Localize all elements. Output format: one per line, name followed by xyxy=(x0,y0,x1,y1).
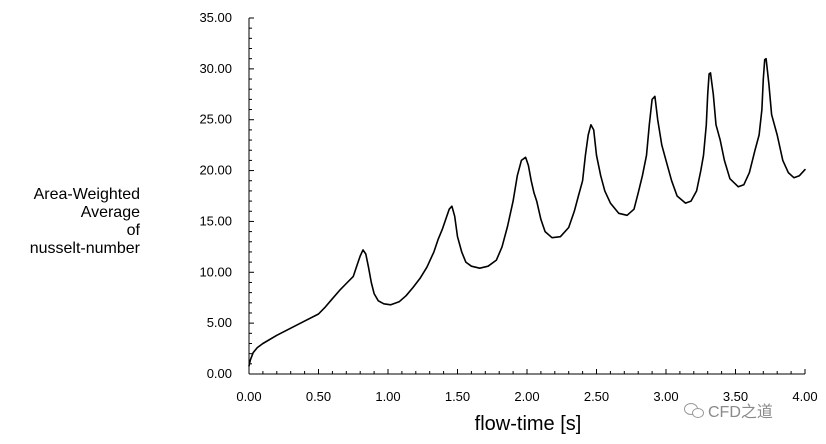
y-axis-label-line: nusselt-number xyxy=(29,240,140,257)
axes xyxy=(248,18,805,375)
y-tick-label: 20.00 xyxy=(199,163,232,178)
x-tick-label: 3.50 xyxy=(723,389,748,404)
y-axis-label: Area-Weighted Average of nusselt-number xyxy=(8,186,140,258)
watermark: CFD之道 xyxy=(684,398,773,422)
y-ticks: 0.00 5.00 10.00 15.00 20.00 25.00 30.00 35.00 xyxy=(199,10,254,381)
watermark-text: CFD之道 xyxy=(708,404,773,421)
y-tick-label: 30.00 xyxy=(199,61,232,76)
series-line xyxy=(248,57,806,367)
series-lines xyxy=(248,57,806,367)
x-tick-label: 1.50 xyxy=(445,389,470,404)
y-tick-label: 15.00 xyxy=(199,213,232,228)
x-axis-label: flow-time [s] xyxy=(475,413,582,435)
x-tick-label: 0.00 xyxy=(236,389,261,404)
x-tick-label: 4.00 xyxy=(792,389,817,404)
y-tick-label: 5.00 xyxy=(207,315,232,330)
x-tick-label: 2.00 xyxy=(514,389,539,404)
x-tick-label: 0.50 xyxy=(306,389,331,404)
x-tick-label: 2.50 xyxy=(584,389,609,404)
x-ticks: 0.00 0.50 1.00 1.50 2.00 2.50 3.00 3.50 4.00 xyxy=(236,369,818,404)
x-tick-label: 1.00 xyxy=(375,389,400,404)
y-axis-label-line: of xyxy=(126,222,140,239)
y-tick-label: 35.00 xyxy=(199,10,232,25)
y-axis-label-line: Area-Weighted xyxy=(33,186,140,203)
y-tick-label: 0.00 xyxy=(207,366,232,381)
wechat-icon xyxy=(684,402,704,418)
x-tick-label: 3.00 xyxy=(653,389,678,404)
y-tick-label: 10.00 xyxy=(199,264,232,279)
y-tick-label: 25.00 xyxy=(199,112,232,127)
y-axis-label-line: Average xyxy=(80,204,140,221)
